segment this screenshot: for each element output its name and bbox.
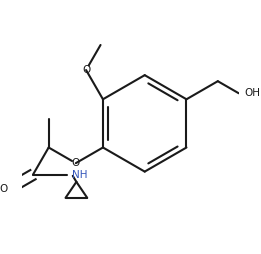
Text: NH: NH — [72, 170, 87, 180]
Text: O: O — [72, 158, 80, 168]
Text: O: O — [0, 184, 8, 194]
Text: OH: OH — [245, 88, 261, 98]
Text: O: O — [82, 65, 90, 75]
